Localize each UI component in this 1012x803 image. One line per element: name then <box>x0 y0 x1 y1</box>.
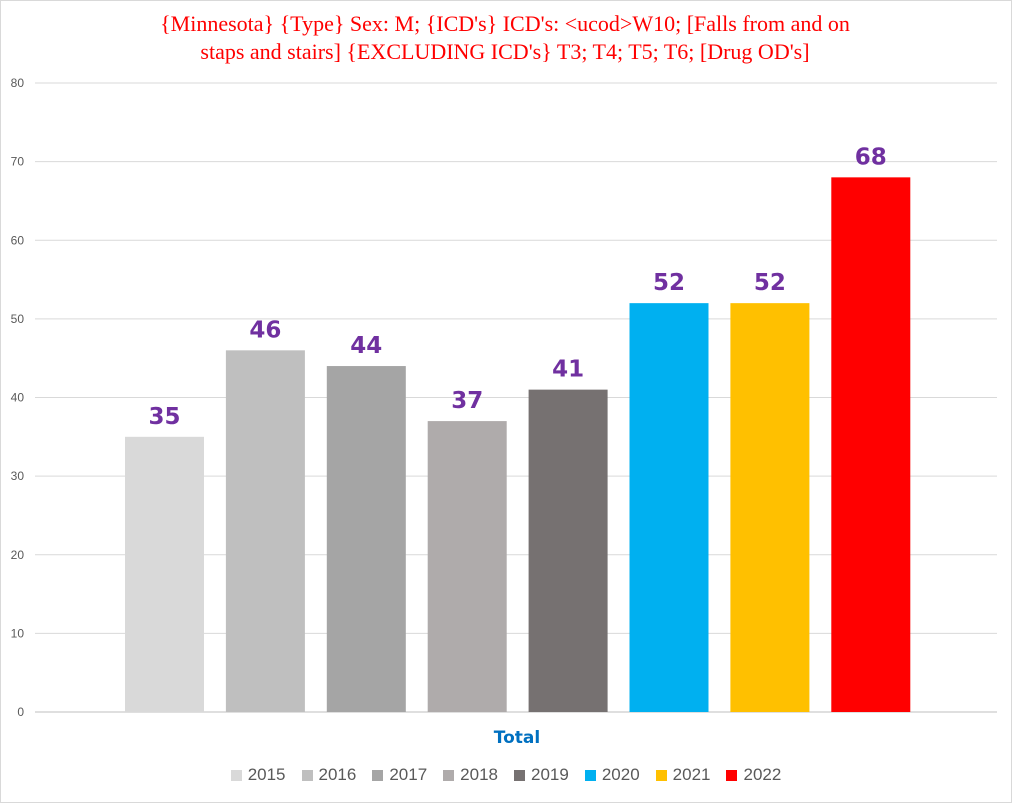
x-category-label: Total <box>493 728 541 748</box>
data-label-2020: 52 <box>653 270 685 296</box>
legend-item-2016: 2016 <box>301 765 357 785</box>
bar-2016 <box>225 350 305 712</box>
legend-label: 2019 <box>531 765 569 784</box>
legend-item-2015: 2015 <box>230 765 286 785</box>
bar-2019 <box>528 389 608 712</box>
legend-swatch <box>726 769 738 781</box>
data-label-2019: 41 <box>552 357 584 383</box>
legend-label: 2017 <box>389 765 428 784</box>
data-label-2017: 44 <box>350 333 382 359</box>
bar-2022 <box>831 177 911 713</box>
data-label-2022: 68 <box>855 144 887 170</box>
y-tick-label: 50 <box>11 312 25 326</box>
legend-swatch <box>230 769 242 781</box>
y-tick-label: 60 <box>11 233 25 247</box>
data-label-2021: 52 <box>754 270 786 296</box>
y-axis-ticks: 0 10 20 30 40 50 60 70 80 <box>11 76 25 719</box>
bar-2015 <box>125 436 204 712</box>
legend-label: 2021 <box>672 765 711 784</box>
legend-item-2017: 2017 <box>372 765 427 785</box>
chart-title-line-2: staps and stairs] {EXCLUDING ICD's} T3; … <box>200 39 810 64</box>
y-tick-label: 30 <box>11 469 25 483</box>
bar-2018 <box>427 421 507 712</box>
legend-swatch <box>301 769 313 781</box>
legend-label: 2018 <box>460 765 498 784</box>
legend-swatch <box>514 769 525 781</box>
legend-label: 2020 <box>601 765 640 784</box>
legend-swatch <box>443 769 455 781</box>
chart-title-line-1: {Minnesota} {Type} Sex: M; {ICD's} ICD's… <box>160 11 850 36</box>
data-label-2016: 46 <box>249 317 281 343</box>
y-tick-label: 70 <box>11 155 25 169</box>
bar-2021 <box>730 303 810 712</box>
legend-item-2020: 2020 <box>584 765 640 785</box>
bar-2017 <box>326 366 406 712</box>
data-labels: 35 46 44 37 41 52 52 68 <box>148 144 886 429</box>
legend-item-2018: 2018 <box>443 765 498 785</box>
bars <box>125 177 911 713</box>
legend-swatch <box>584 769 596 781</box>
bar-2020 <box>629 303 709 712</box>
legend-item-2019: 2019 <box>514 765 569 785</box>
chart-title: {Minnesota} {Type} Sex: M; {ICD's} ICD's… <box>60 10 950 66</box>
legend-label: 2022 <box>743 765 782 784</box>
y-tick-label: 80 <box>11 76 25 90</box>
y-tick-label: 20 <box>11 548 25 562</box>
legend: 2015 2016 2017 2018 2019 2020 2021 2022 <box>0 765 1012 785</box>
legend-label: 2016 <box>318 765 357 784</box>
legend-swatch <box>372 769 384 781</box>
legend-item-2022: 2022 <box>726 765 781 785</box>
y-tick-label: 0 <box>17 705 24 719</box>
data-label-2015: 35 <box>148 404 180 430</box>
legend-label: 2015 <box>247 765 286 784</box>
legend-swatch <box>655 769 667 781</box>
legend-item-2021: 2021 <box>655 765 711 785</box>
y-tick-label: 40 <box>11 391 25 405</box>
y-tick-label: 10 <box>11 626 25 640</box>
data-label-2018: 37 <box>451 388 483 414</box>
